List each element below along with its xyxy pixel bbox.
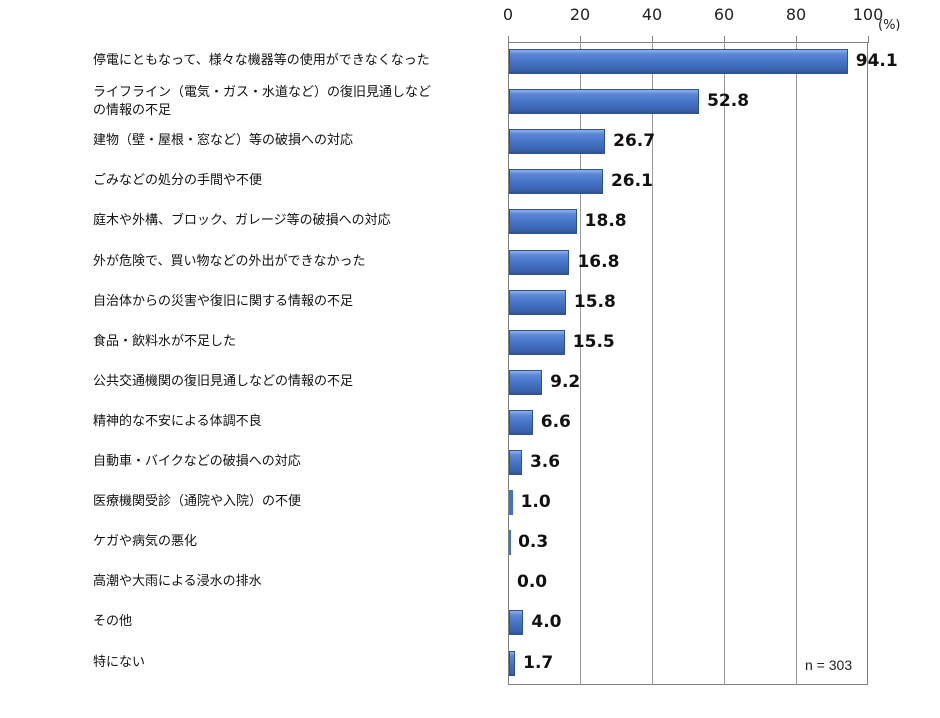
- bar: [509, 530, 511, 556]
- category-label: ケガや病気の悪化: [93, 533, 503, 551]
- value-label: 18.8: [584, 211, 627, 232]
- gridline: [796, 42, 797, 685]
- gridline: [580, 42, 581, 685]
- value-label: 15.8: [573, 291, 616, 312]
- x-tick-label: 40: [641, 5, 663, 24]
- value-label: 9.2: [550, 371, 581, 392]
- bar: [509, 89, 700, 115]
- x-tick-label: 100: [852, 5, 884, 24]
- bar: [509, 610, 524, 636]
- category-label-line: ケガや病気の悪化: [93, 534, 198, 550]
- sample-size-annotation: n = 303: [805, 657, 853, 673]
- category-label-line: 自動車・バイクなどの破損への対応: [93, 454, 301, 469]
- value-label: 52.8: [707, 91, 750, 112]
- category-label-line: 庭木や外構、ブロック、ガレージ等の破損への対応: [93, 213, 391, 229]
- category-label: 庭木や外構、ブロック、ガレージ等の破損への対応: [93, 212, 503, 230]
- category-label: 外が危険で、買い物などの外出ができなかった: [93, 253, 503, 271]
- value-label: 4.0: [531, 612, 562, 633]
- value-label: 94.1: [855, 51, 898, 71]
- x-tick-mark: [508, 36, 509, 43]
- category-label-line: 停電にともなって、様々な機器等の使用ができなくなった: [93, 53, 430, 68]
- category-label: 食品・飲料水が不足した: [93, 333, 503, 351]
- value-label: 0.3: [518, 532, 549, 553]
- plot-area: [508, 42, 868, 685]
- bar: [509, 490, 513, 516]
- value-label: 26.1: [610, 171, 653, 192]
- category-label: 精神的な不安による体調不良: [93, 413, 503, 431]
- category-label-line: の情報の不足: [93, 103, 172, 119]
- bar: [509, 129, 606, 155]
- x-tick-mark: [796, 36, 797, 43]
- bar: [509, 450, 522, 475]
- bar: [509, 369, 543, 395]
- value-label: 16.8: [577, 251, 620, 272]
- category-label-line: ごみなどの処分の手間や不便: [93, 173, 263, 189]
- bar: [509, 329, 565, 355]
- x-tick-mark: [868, 36, 869, 43]
- category-label-line: 食品・飲料水が不足した: [93, 333, 237, 349]
- category-label-line: 公共交通機関の復旧見通しなどの情報の不足: [93, 373, 354, 389]
- category-label: その他: [93, 613, 503, 631]
- bar: [509, 169, 603, 195]
- bar: [509, 409, 533, 435]
- gridline: [724, 42, 725, 685]
- category-label: 医療機関受診（通院や入院）の不便: [93, 493, 503, 511]
- category-label: ごみなどの処分の手間や不便: [93, 172, 503, 190]
- value-label: 6.6: [540, 411, 571, 432]
- unit-label: (%): [878, 18, 901, 33]
- category-label-line: 精神的な不安による体調不良: [93, 413, 262, 429]
- bar: [509, 249, 570, 275]
- category-label-line: ライフライン（電気・ガス・水道など）の復旧見通しなど: [93, 85, 432, 101]
- category-label: 建物（壁・屋根・窓など）等の破損への対応: [93, 132, 503, 150]
- category-label: ライフライン（電気・ガス・水道など）の復旧見通しなど の情報の不足: [93, 84, 503, 120]
- category-label-line: その他: [93, 614, 133, 630]
- x-tick-label: 0: [502, 5, 514, 24]
- category-label: 公共交通機関の復旧見通しなどの情報の不足: [93, 373, 503, 391]
- category-label: 特にない: [93, 654, 503, 672]
- bar: [509, 650, 516, 676]
- category-label: 自治体からの災害や復旧に関する情報の不足: [93, 293, 503, 311]
- category-label-line: 建物（壁・屋根・窓など）等の破損への対応: [93, 133, 354, 149]
- category-label: 高潮や大雨による浸水の排水: [93, 573, 503, 591]
- value-label: 1.7: [523, 652, 554, 673]
- x-tick-mark: [580, 36, 581, 43]
- value-label: 3.6: [529, 452, 561, 472]
- value-label: 0.0: [517, 572, 548, 593]
- category-label-line: 医療機関受診（通院や入院）の不便: [93, 494, 302, 510]
- x-tick-label: 60: [713, 5, 735, 24]
- category-label-line: 外が危険で、買い物などの外出ができなかった: [93, 253, 366, 269]
- value-label: 26.7: [613, 131, 656, 152]
- value-label: 1.0: [520, 492, 551, 513]
- x-tick-label: 80: [785, 5, 807, 24]
- category-label: 自動車・バイクなどの破損への対応: [93, 453, 503, 471]
- value-label: 15.5: [572, 331, 615, 352]
- x-tick-mark: [724, 36, 725, 43]
- category-label-line: 自治体からの災害や復旧に関する情報の不足: [93, 293, 354, 309]
- category-label-line: 高潮や大雨による浸水の排水: [93, 574, 262, 590]
- bar: [509, 49, 848, 74]
- x-tick-mark: [652, 36, 653, 43]
- gridline: [652, 42, 653, 685]
- bar: [509, 289, 566, 315]
- category-label-line: 特にない: [93, 654, 146, 670]
- bar: [509, 209, 577, 235]
- x-tick-label: 20: [569, 5, 591, 24]
- category-label: 停電にともなって、様々な機器等の使用ができなくなった: [93, 52, 503, 70]
